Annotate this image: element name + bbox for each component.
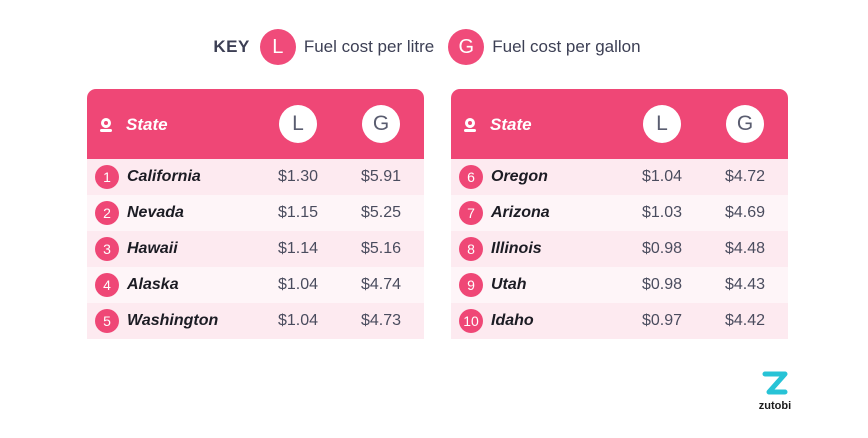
- table-body: 1 California $1.30 $5.91 2 Nevada $1.15 $5.25 3 H…: [87, 159, 424, 339]
- table-row: 1 California $1.30 $5.91: [87, 159, 424, 195]
- litre-cost: $1.04: [277, 276, 319, 293]
- litre-cost: $0.98: [641, 240, 683, 257]
- gallon-cost: $4.43: [724, 276, 766, 293]
- litre-cost: $1.04: [641, 168, 683, 185]
- litre-cost: $1.15: [277, 204, 319, 221]
- litre-cost: $1.30: [277, 168, 319, 185]
- table-row: 3 Hawaii $1.14 $5.16: [87, 231, 424, 267]
- state-name: Washington: [127, 312, 219, 329]
- table-header: State L G: [87, 89, 424, 159]
- litre-cost: $1.04: [277, 312, 319, 329]
- gallon-cost: $5.16: [360, 240, 402, 257]
- zutobi-wordmark: zutobi: [758, 400, 792, 412]
- rank-badge: 3: [95, 237, 119, 261]
- rank-badge: 1: [95, 165, 119, 189]
- key-title: KEY: [213, 37, 250, 56]
- gallon-column-badge: G: [362, 105, 400, 143]
- litre-cost: $1.03: [641, 204, 683, 221]
- table-row: 4 Alaska $1.04 $4.74: [87, 267, 424, 303]
- gallon-cost: $4.72: [724, 168, 766, 185]
- table-row: 9 Utah $0.98 $4.43: [451, 267, 788, 303]
- state-name: Hawaii: [127, 240, 178, 257]
- table-row: 10 Idaho $0.97 $4.42: [451, 303, 788, 339]
- state-column-header: State: [490, 115, 532, 134]
- state-name: Arizona: [491, 204, 550, 221]
- table-row: 2 Nevada $1.15 $5.25: [87, 195, 424, 231]
- state-name: Utah: [491, 276, 527, 293]
- gallon-cost: $4.73: [360, 312, 402, 329]
- gallon-cost: $5.25: [360, 204, 402, 221]
- gallon-cost: $4.69: [724, 204, 766, 221]
- table-row: 6 Oregon $1.04 $4.72: [451, 159, 788, 195]
- location-pin-icon: [100, 118, 112, 132]
- table-header: State L G: [451, 89, 788, 159]
- gallon-cost: $4.42: [724, 312, 766, 329]
- litre-cost: $0.98: [641, 276, 683, 293]
- state-name: Idaho: [491, 312, 534, 329]
- rank-badge: 10: [459, 309, 483, 333]
- gallon-column-badge: G: [726, 105, 764, 143]
- rank-badge: 4: [95, 273, 119, 297]
- gallon-cost: $5.91: [360, 168, 402, 185]
- gallon-label: Fuel cost per gallon: [492, 37, 641, 56]
- gallon-badge: G: [448, 29, 485, 65]
- zutobi-logo: zutobi: [753, 370, 797, 414]
- state-name: Nevada: [127, 204, 184, 221]
- state-column-header: State: [126, 115, 168, 134]
- rank-badge: 9: [459, 273, 483, 297]
- gallon-cost: $4.48: [724, 240, 766, 257]
- gallon-cost: $4.74: [360, 276, 402, 293]
- rank-badge: 5: [95, 309, 119, 333]
- table-row: 5 Washington $1.04 $4.73: [87, 303, 424, 339]
- rank-badge: 7: [459, 201, 483, 225]
- state-name: Oregon: [491, 168, 548, 185]
- zutobi-z-icon: [762, 371, 788, 395]
- rank-badge: 8: [459, 237, 483, 261]
- key-legend: KEY L Fuel cost per litre G Fuel cost pe…: [0, 27, 868, 67]
- state-name: Alaska: [127, 276, 179, 293]
- state-name: Illinois: [491, 240, 542, 257]
- table-row: 8 Illinois $0.98 $4.48: [451, 231, 788, 267]
- state-name: California: [127, 168, 201, 185]
- fuel-cost-table-right: State L G 6 Oregon $1.04 $4.72 7 Arizona $1.03…: [451, 89, 788, 339]
- litre-column-badge: L: [279, 105, 317, 143]
- table-row: 7 Arizona $1.03 $4.69: [451, 195, 788, 231]
- rank-badge: 6: [459, 165, 483, 189]
- litre-label: Fuel cost per litre: [303, 37, 435, 56]
- litre-cost: $0.97: [641, 312, 683, 329]
- location-pin-icon: [464, 118, 476, 132]
- fuel-cost-table-left: State L G 1 California $1.30 $5.91 2 Nevada $1…: [87, 89, 424, 339]
- table-body: 6 Oregon $1.04 $4.72 7 Arizona $1.03 $4.69 8 Illi…: [451, 159, 788, 339]
- litre-column-badge: L: [643, 105, 681, 143]
- litre-cost: $1.14: [277, 240, 319, 257]
- rank-badge: 2: [95, 201, 119, 225]
- litre-badge: L: [259, 29, 296, 65]
